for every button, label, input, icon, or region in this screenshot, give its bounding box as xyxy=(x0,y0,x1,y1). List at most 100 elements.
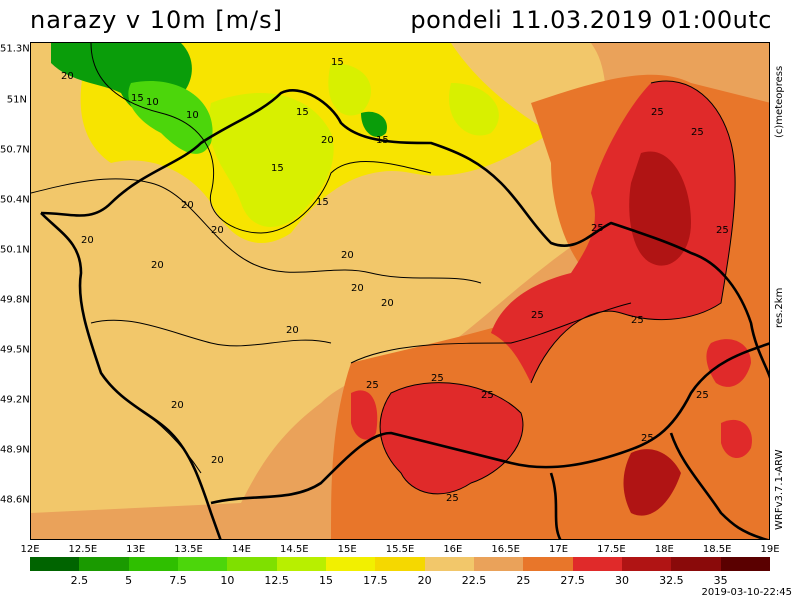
run-timestamp: 2019-03-10-22:45 xyxy=(701,587,792,598)
latitude-label: 49.2N xyxy=(0,394,30,406)
contour-label: 20 xyxy=(381,298,394,309)
longitude-label: 13.5E xyxy=(174,544,203,555)
contour-label: 25 xyxy=(591,223,604,234)
forecast-datetime: pondeli 11.03.2019 01:00utc xyxy=(410,6,772,34)
contour-label: 25 xyxy=(481,390,494,401)
legend-swatch xyxy=(572,557,623,571)
contour-label: 20 xyxy=(351,283,364,294)
country-borders xyxy=(40,89,769,539)
contour-label: 25 xyxy=(641,433,654,444)
contour-label: 25 xyxy=(651,107,664,118)
latitude-label: 48.9N xyxy=(0,444,30,456)
legend-tick-label: 22.5 xyxy=(461,574,487,587)
model-label: WRFv3.7.1-ARW xyxy=(774,449,785,530)
legend-swatch xyxy=(30,557,81,571)
field-darkred-se xyxy=(623,449,681,516)
contour-label: 25 xyxy=(696,390,709,401)
longitude-label: 18.5E xyxy=(702,544,732,555)
latitude-label: 50.4N xyxy=(0,194,30,206)
contour-label: 10 xyxy=(186,110,199,121)
legend-swatch xyxy=(424,557,475,571)
field-red-se2 xyxy=(721,419,752,459)
field-darkred-ne xyxy=(629,151,691,266)
contour-label: 10 xyxy=(146,97,159,108)
field-red-s xyxy=(380,382,523,494)
legend-swatch xyxy=(375,557,426,571)
longitude-label: 16E xyxy=(443,544,463,555)
longitude-label: 14E xyxy=(231,544,251,555)
contour-label: 20 xyxy=(211,225,224,236)
contour-label: 25 xyxy=(631,315,644,326)
legend-tick-label: 32.5 xyxy=(659,574,684,587)
legend-swatch xyxy=(128,557,179,571)
contour-label: 20 xyxy=(211,455,224,466)
longitude-label: 15E xyxy=(337,544,357,555)
latitude-label: 50.7N xyxy=(0,144,30,156)
legend-tick-label: 7.5 xyxy=(169,574,187,587)
contour-label: 15 xyxy=(376,135,389,146)
contour-label: 15 xyxy=(296,107,309,118)
contour-label: 25 xyxy=(366,380,379,391)
copyright-label: (c)meteopress xyxy=(774,65,785,138)
contour-label: 20 xyxy=(151,260,164,271)
longitude-label: 18E xyxy=(654,544,674,555)
legend-tick-label: 20 xyxy=(417,574,432,587)
legend-swatch xyxy=(79,557,130,571)
contour-label: 25 xyxy=(431,373,444,384)
field-green-3 xyxy=(361,111,387,137)
latitude-label: 51.3N xyxy=(0,43,30,55)
legend-swatch xyxy=(227,557,278,571)
latitude-label: 48.6N xyxy=(0,494,30,506)
field-yellow-green-2 xyxy=(328,63,371,116)
latitude-label: 49.8N xyxy=(0,294,30,306)
legend-tick-label: 15 xyxy=(319,574,333,587)
legend-tick-label: 10 xyxy=(220,574,235,587)
legend-swatch xyxy=(178,557,229,571)
legend-swatch xyxy=(276,557,327,571)
contour-label: 20 xyxy=(341,250,354,261)
map-title: narazy v 10m [m/s] xyxy=(30,6,283,34)
field-red-se xyxy=(706,339,751,387)
contour-label: 20 xyxy=(286,325,299,336)
legend-tick-label: 2.5 xyxy=(70,574,89,587)
field-yellow-green xyxy=(208,93,334,227)
contour-label: 20 xyxy=(181,200,194,211)
latitude-label: 51N xyxy=(6,94,27,106)
legend-tick-label: 5 xyxy=(125,574,133,587)
contour-label: 20 xyxy=(81,235,94,246)
contour-label: 25 xyxy=(716,225,729,236)
gust-map: 15 15 15 15 15 15 10 10 20 20 20 20 20 20 20 20 20 20 20 20… xyxy=(30,42,770,540)
contour-label: 15 xyxy=(271,163,284,174)
longitude-label: 17E xyxy=(549,544,569,555)
contour-label: 15 xyxy=(131,93,144,104)
longitude-label: 12.5E xyxy=(68,544,98,555)
field-red-ne xyxy=(491,81,736,383)
contour-label: 25 xyxy=(446,493,459,504)
longitude-label: 14.5E xyxy=(279,544,309,555)
longitude-label: 12E xyxy=(20,544,40,555)
longitude-label: 13E xyxy=(126,544,146,555)
field-yellow-green-3 xyxy=(449,83,499,136)
legend-tick-label: 27.5 xyxy=(560,574,585,587)
legend-tick-label: 30 xyxy=(615,574,629,587)
longitude-label: 17.5E xyxy=(597,544,626,555)
contour-label: 15 xyxy=(331,57,344,68)
legend-swatch xyxy=(326,557,377,571)
latitude-label: 50.1N xyxy=(0,244,30,256)
legend-tick-label: 25 xyxy=(516,574,531,587)
legend-swatch xyxy=(523,557,574,571)
longitude-label: 15.5E xyxy=(385,544,415,555)
contour-label: 15 xyxy=(316,197,329,208)
legend-tick-label: 35 xyxy=(713,574,728,587)
resolution-label: res.2km xyxy=(774,287,785,328)
legend-swatch xyxy=(720,557,771,571)
latitude-label: 49.5N xyxy=(0,344,30,356)
legend-tick-label: 12.5 xyxy=(264,574,289,587)
longitude-label: 16.5E xyxy=(491,544,520,555)
contour-label: 20 xyxy=(61,71,74,82)
contour-label: 25 xyxy=(531,310,544,321)
field-red-w xyxy=(351,390,378,440)
legend-swatch xyxy=(622,557,673,571)
legend-swatch xyxy=(474,557,525,571)
contour-label: 20 xyxy=(321,135,334,146)
